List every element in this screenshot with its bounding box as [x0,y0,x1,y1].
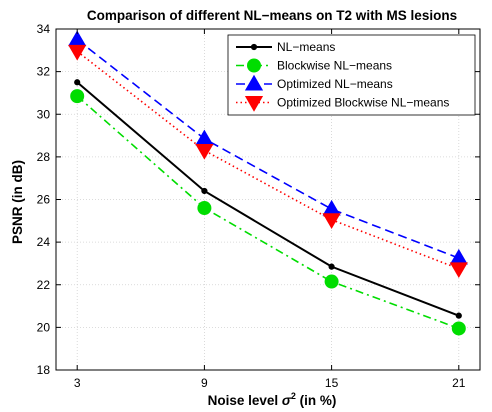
data-point [70,89,85,104]
y-tick-label: 28 [37,150,51,164]
legend-label: Blockwise NL−means [277,59,392,73]
y-tick-label: 22 [37,278,51,292]
data-point [201,187,208,195]
data-point [322,213,341,229]
y-tick-label: 18 [37,363,51,377]
legend-item: Optimized Blockwise NL−means [236,96,449,112]
series-layer [68,30,468,336]
legend-label: Optimized NL−means [277,77,393,91]
y-tick-label: 30 [37,107,51,121]
y-tick-labels: 18 20 22 24 26 28 30 32 34 [37,22,51,377]
legend-label: NL−means [277,40,335,54]
x-tick-label: 21 [452,376,466,390]
legend: NL−means Blockwise NL−means Optimized NL−m… [227,34,476,116]
x-axis-label: Noise level σ2 (in %) [208,391,337,408]
data-point [197,201,212,216]
series-2 [68,30,468,265]
data-point [195,144,214,160]
series-line [76,50,460,270]
x-axis-label-prefix: Noise level [208,393,282,408]
x-tick-labels: 3 9 15 21 [74,376,466,390]
data-point [324,274,339,289]
y-tick-label: 26 [37,193,51,207]
x-tick-label: 15 [325,376,339,390]
data-point [455,312,462,319]
legend-box [227,34,476,116]
x-tick-label: 9 [201,376,208,390]
y-axis-label: PSNR (in dB) [10,160,25,244]
y-tick-label: 34 [37,22,51,36]
legend-marker [246,58,261,73]
legend-marker [244,74,264,91]
series-line [76,95,460,330]
legend-item: Optimized NL−means [236,74,393,91]
data-point [328,263,335,270]
x-axis-label-superscript: 2 [291,391,296,401]
series-3 [68,44,468,278]
data-point [451,321,466,336]
series-line [76,81,460,317]
x-axis-label-suffix: (in %) [296,393,337,408]
y-tick-label: 20 [37,320,51,334]
x-tick-label: 3 [74,376,81,390]
series-1 [70,89,466,336]
legend-label: Optimized Blockwise NL−means [277,96,449,110]
series-0 [74,79,462,319]
x-axis-label-symbol: σ [282,393,292,408]
y-tick-label: 24 [37,235,51,249]
legend-item: Blockwise NL−means [236,59,392,73]
legend-marker [244,96,264,112]
data-point [74,79,81,86]
y-tick-label: 32 [37,65,51,79]
tick-layer [56,28,480,371]
legend-item: NL−means [236,40,335,54]
chart-title: Comparison of different NL−means on T2 w… [87,8,457,23]
data-point [449,262,468,278]
legend-marker [250,43,258,51]
data-point [68,44,87,61]
